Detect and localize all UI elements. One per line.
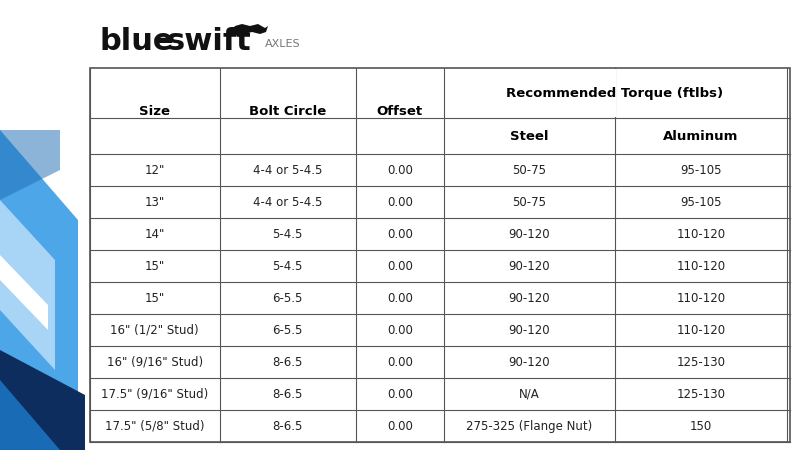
Polygon shape <box>0 130 78 450</box>
Text: 5-4.5: 5-4.5 <box>273 260 303 273</box>
Text: 15": 15" <box>145 260 165 273</box>
Text: AXLES: AXLES <box>265 39 301 49</box>
Text: 90-120: 90-120 <box>509 228 550 240</box>
Text: 0.00: 0.00 <box>387 356 413 369</box>
Text: 90-120: 90-120 <box>509 356 550 369</box>
Text: 0.00: 0.00 <box>387 228 413 240</box>
Text: 14": 14" <box>145 228 165 240</box>
Text: 0.00: 0.00 <box>387 419 413 432</box>
Text: 15": 15" <box>145 292 165 305</box>
Text: Aluminum: Aluminum <box>663 130 738 143</box>
Text: 110-120: 110-120 <box>676 260 726 273</box>
Text: 0.00: 0.00 <box>387 260 413 273</box>
Text: Size: Size <box>139 104 170 117</box>
Bar <box>614 69 616 117</box>
Text: 17.5" (5/8" Stud): 17.5" (5/8" Stud) <box>105 419 205 432</box>
Text: 13": 13" <box>145 195 165 208</box>
Text: 95-105: 95-105 <box>680 163 722 176</box>
Text: 0.00: 0.00 <box>387 324 413 337</box>
Text: 0.00: 0.00 <box>387 163 413 176</box>
Text: 50-75: 50-75 <box>512 163 546 176</box>
Text: 110-120: 110-120 <box>676 292 726 305</box>
Text: Offset: Offset <box>377 104 423 117</box>
Text: 50-75: 50-75 <box>512 195 546 208</box>
Polygon shape <box>0 255 48 330</box>
Text: 16" (1/2" Stud): 16" (1/2" Stud) <box>110 324 199 337</box>
Text: 150: 150 <box>690 419 712 432</box>
Text: 110-120: 110-120 <box>676 228 726 240</box>
Polygon shape <box>0 130 60 200</box>
Bar <box>90 68 790 442</box>
Polygon shape <box>0 350 85 450</box>
Text: Recommended Torque (ftlbs): Recommended Torque (ftlbs) <box>506 87 723 100</box>
Text: 4-4 or 5-4.5: 4-4 or 5-4.5 <box>253 163 322 176</box>
Polygon shape <box>0 200 55 370</box>
Text: 12": 12" <box>145 163 165 176</box>
Text: blue: blue <box>100 27 174 57</box>
Text: 8-6.5: 8-6.5 <box>273 419 303 432</box>
Text: 6-5.5: 6-5.5 <box>273 324 303 337</box>
Text: 0.00: 0.00 <box>387 195 413 208</box>
Text: 125-130: 125-130 <box>676 387 726 400</box>
Text: 90-120: 90-120 <box>509 324 550 337</box>
Text: 6-5.5: 6-5.5 <box>273 292 303 305</box>
Bar <box>90 68 790 442</box>
Text: 0.00: 0.00 <box>387 292 413 305</box>
Text: 17.5" (9/16" Stud): 17.5" (9/16" Stud) <box>101 387 208 400</box>
Text: Bolt Circle: Bolt Circle <box>249 104 326 117</box>
Text: 90-120: 90-120 <box>509 260 550 273</box>
Text: 8-6.5: 8-6.5 <box>273 387 303 400</box>
Text: 125-130: 125-130 <box>676 356 726 369</box>
Polygon shape <box>0 380 60 450</box>
Text: Steel: Steel <box>510 130 549 143</box>
Text: 8-6.5: 8-6.5 <box>273 356 303 369</box>
Text: N/A: N/A <box>519 387 540 400</box>
Text: 4-4 or 5-4.5: 4-4 or 5-4.5 <box>253 195 322 208</box>
Text: 0.00: 0.00 <box>387 387 413 400</box>
Text: 110-120: 110-120 <box>676 324 726 337</box>
Polygon shape <box>230 24 268 36</box>
Text: 16" (9/16" Stud): 16" (9/16" Stud) <box>106 356 203 369</box>
Text: 5-4.5: 5-4.5 <box>273 228 303 240</box>
Text: 90-120: 90-120 <box>509 292 550 305</box>
Text: swift: swift <box>166 27 250 57</box>
Text: 275-325 (Flange Nut): 275-325 (Flange Nut) <box>466 419 592 432</box>
Text: 95-105: 95-105 <box>680 195 722 208</box>
